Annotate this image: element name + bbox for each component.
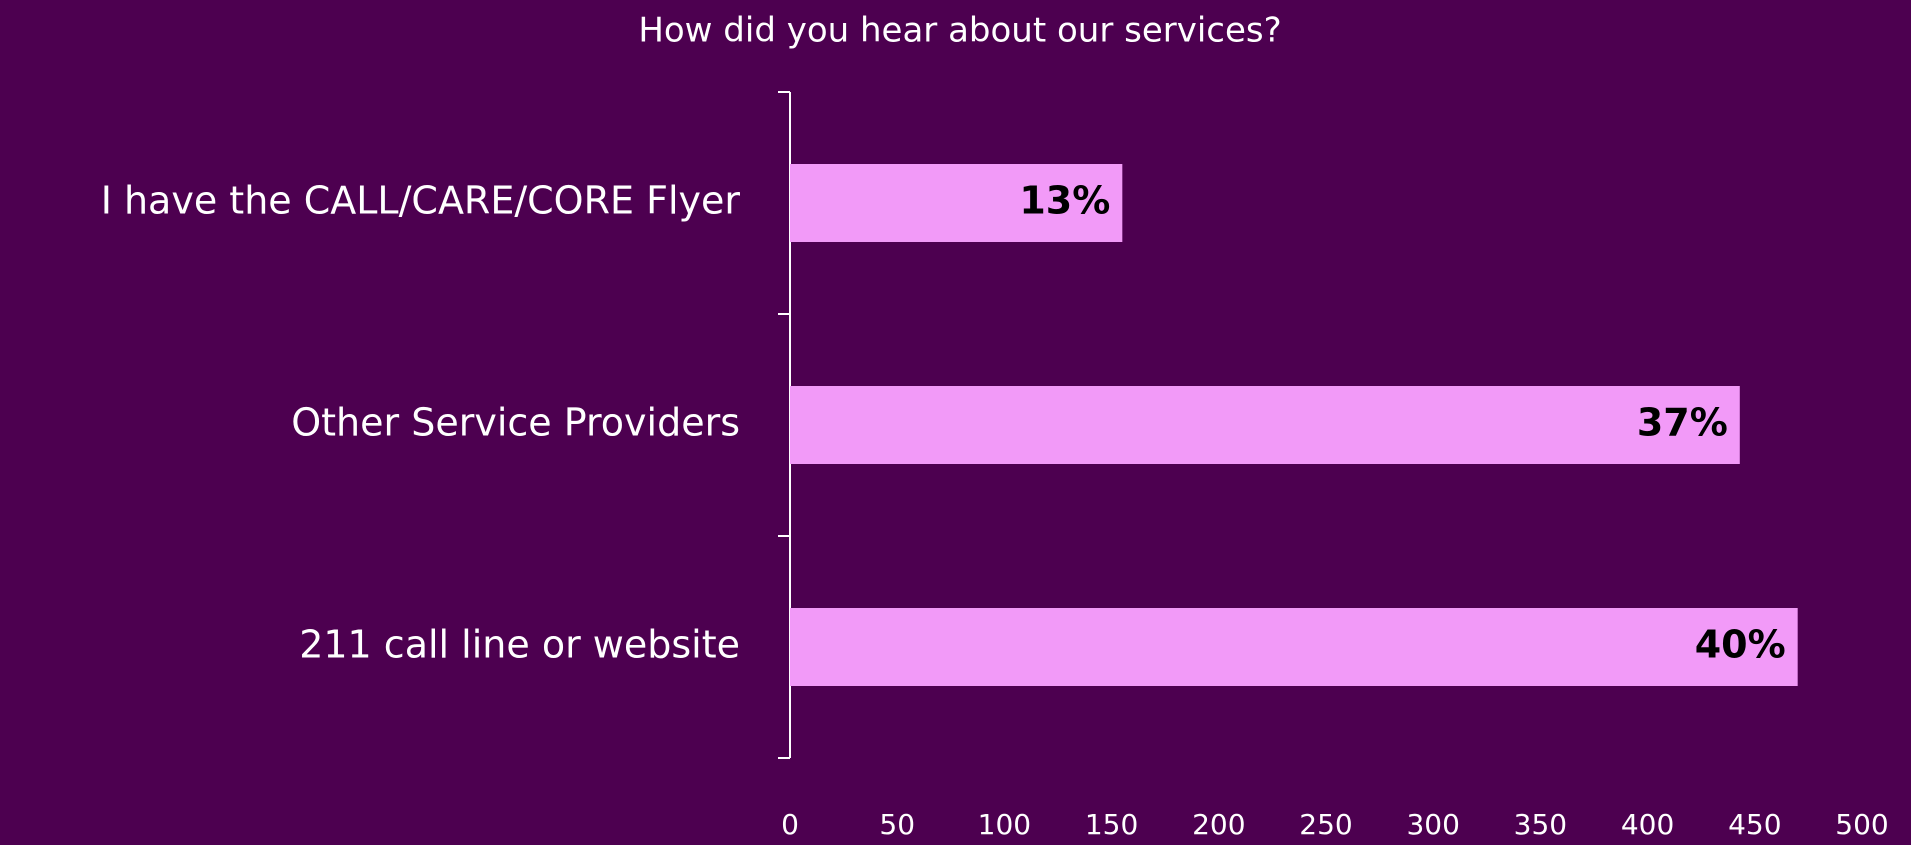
x-tick-label: 50 [879, 808, 915, 841]
x-tick-label: 300 [1406, 808, 1459, 841]
x-tick-label: 250 [1299, 808, 1352, 841]
x-tick-label: 100 [978, 808, 1031, 841]
x-tick-label: 350 [1514, 808, 1567, 841]
x-tick-label: 400 [1621, 808, 1674, 841]
x-tick-label: 150 [1085, 808, 1138, 841]
data-label: 37% [1637, 401, 1728, 445]
bar [790, 164, 1123, 242]
bar [790, 386, 1740, 464]
y-tick-label: I have the CALL/CARE/CORE Flyer [101, 179, 741, 223]
x-tick-label: 200 [1192, 808, 1245, 841]
y-tick-label: 211 call line or website [299, 623, 740, 667]
x-tick-label: 500 [1835, 808, 1888, 841]
x-tick-label: 450 [1728, 808, 1781, 841]
x-tick-label: 0 [781, 808, 799, 841]
bar [790, 608, 1798, 686]
data-label: 13% [1019, 179, 1110, 223]
data-label: 40% [1695, 623, 1786, 667]
y-tick-label: Other Service Providers [291, 401, 740, 445]
chart-title: How did you hear about our services? [638, 11, 1281, 51]
